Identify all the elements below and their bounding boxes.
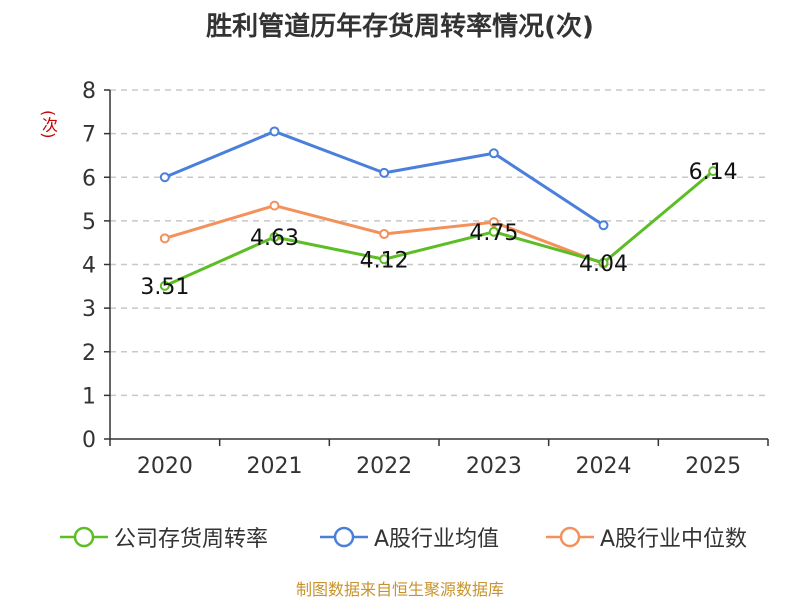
y-tick-label: 3 [82,297,96,322]
y-tick-label: 8 [82,79,96,104]
legend-item[interactable]: A股行业均值 [320,519,499,555]
data-point [379,228,390,239]
data-point [488,226,499,237]
chart-legend: 公司存货周转率 A股行业均值 A股行业中位数 [0,519,800,555]
x-tick-label: 2022 [356,454,412,479]
data-point [598,257,609,268]
data-point [379,254,390,265]
legend-label: A股行业中位数 [600,527,748,552]
data-point [159,172,170,183]
data-point [269,200,280,211]
series-line [164,169,715,288]
legend-item[interactable]: 公司存货周转率 [60,519,268,555]
legend-item[interactable]: A股行业中位数 [546,519,747,555]
y-tick-label: 4 [82,254,96,279]
y-tick-label: 5 [82,210,96,235]
y-tick-label: 2 [82,341,96,366]
series-line [164,129,605,227]
data-label: 6.14 [689,160,738,185]
x-tick-label: 2020 [137,454,193,479]
data-label: 4.04 [579,252,628,277]
legend-label: 公司存货周转率 [114,527,269,552]
x-tick-label: 2023 [466,454,522,479]
data-label: 3.51 [140,275,189,300]
chart-title: 胜利管道历年存货周转率情况(次) [206,12,594,42]
y-axis-unit: (次) [39,110,58,139]
data-label: 4.75 [469,221,518,246]
x-tick-label: 2021 [247,454,303,479]
x-tick-label: 2025 [685,454,741,479]
data-point [269,126,280,137]
data-point [708,166,719,177]
data-point [159,280,170,291]
legend-marker-icon [60,526,108,548]
y-tick-label: 6 [82,166,96,191]
data-label: 4.12 [360,248,409,273]
data-label: 4.63 [250,226,299,251]
data-point [159,233,170,244]
legend-marker-icon [320,526,368,548]
y-tick-label: 1 [82,384,96,409]
y-tick-label: 7 [82,123,96,148]
data-point [488,148,499,159]
legend-marker-icon [546,526,594,548]
legend-label: A股行业均值 [374,527,500,552]
data-point [598,220,609,231]
data-point [269,232,280,243]
data-point [488,217,499,228]
data-source-note: 制图数据来自恒生聚源数据库 [295,580,504,599]
y-tick-label: 0 [82,428,96,453]
data-point [379,167,390,178]
x-tick-label: 2024 [576,454,632,479]
